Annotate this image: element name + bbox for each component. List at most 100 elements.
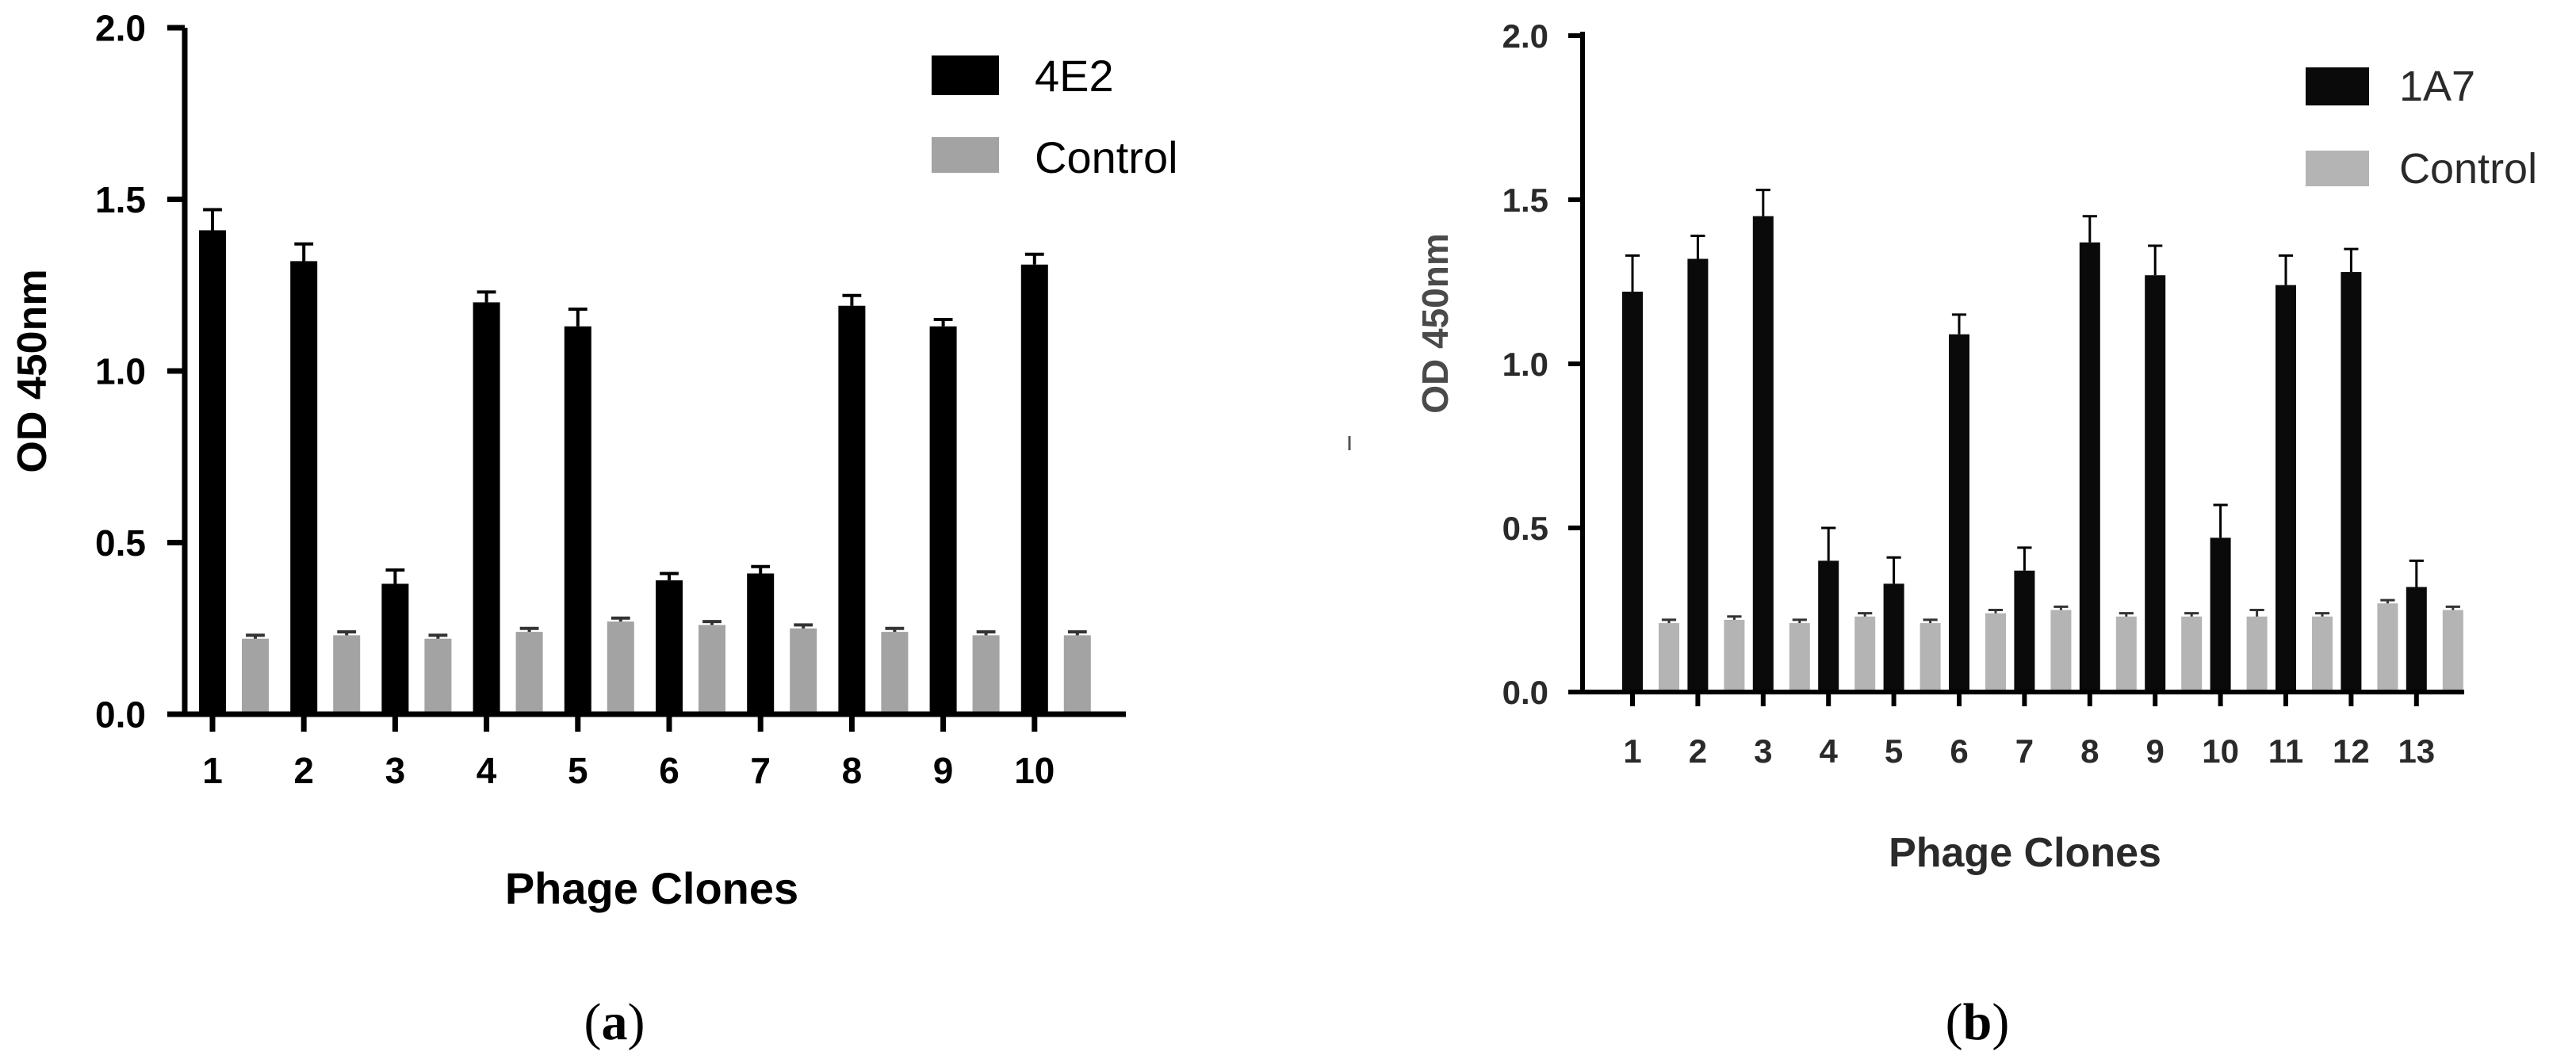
panel-a-x-axis-label: Phage Clones [505, 863, 798, 913]
panel-b-x-tick-label: 2 [1689, 732, 1707, 770]
panel-a-x-ticks: 1 2 3 4 5 6 7 8 9 10 [202, 714, 1055, 791]
panel-b-y-axis-label: OD 450nm [1414, 233, 1456, 414]
panel-a-x-tick-label: 2 [293, 750, 314, 791]
panel-a-bar-control [972, 635, 1000, 714]
panel-a-bar-sample [381, 583, 409, 714]
panel-a-y-tick-label: 0.0 [95, 694, 146, 736]
panel-a-caption-letter: a [602, 993, 628, 1051]
panel-a-bar-control [242, 638, 269, 714]
panel-b-bar-control [2115, 616, 2137, 692]
panel-a-bar-sample [1020, 264, 1048, 714]
panel-b-bar-control [1724, 619, 1745, 692]
panel-a-y-axis-label: OD 450nm [10, 269, 56, 472]
panel-a-bar-control [515, 632, 543, 714]
panel-a-x-tick-label: 3 [385, 750, 406, 791]
panel-b-x-tick-label: 3 [1754, 732, 1772, 770]
panel-b-x-tick-label: 6 [1950, 732, 1968, 770]
panel-b-bar-control [2181, 616, 2203, 692]
panel-b-y-tick-label: 2.0 [1502, 17, 1548, 55]
panel-b-x-axis-label: Phage Clones [1889, 830, 2161, 876]
panel-b-x-tick-label: 7 [2015, 732, 2034, 770]
panel-b-caption: (b) [1946, 993, 2010, 1051]
panel-a-y-tick-label: 0.5 [95, 522, 146, 564]
panel-a-caption: (a) [584, 993, 645, 1051]
panel-a-x-tick-label: 10 [1014, 750, 1055, 791]
panel-b-bar-control [2312, 616, 2333, 692]
panel-b-bar-control [1985, 613, 2006, 692]
panel-a-bar-sample [199, 230, 226, 715]
panel-a-chart: 0.0 0.5 1.0 1.5 2.0 1 2 3 4 5 6 7 8 9 10 OD 450nm Pha… [10, 8, 1178, 1051]
panel-b-bar-sample [2079, 242, 2100, 692]
panel-a-x-tick-label: 5 [568, 750, 588, 791]
panel-b-bar-sample [2014, 570, 2035, 692]
panel-b-x-tick-label: 1 [1623, 732, 1641, 770]
panel-a-y-tick-label: 1.0 [95, 351, 146, 392]
panel-b-bars [1622, 189, 2463, 693]
panel-b-caption-letter: b [1963, 993, 1992, 1051]
panel-b-bar-control [1920, 623, 1941, 692]
panel-b-y-tick-label: 1.0 [1502, 346, 1548, 383]
panel-b-bar-control [2246, 616, 2268, 692]
panel-a-x-tick-label: 1 [202, 750, 223, 791]
panel-b-legend-swatch-1A7 [2306, 67, 2369, 105]
panel-a-x-tick-label: 8 [842, 750, 863, 791]
panel-b-bar-control [2377, 603, 2398, 692]
panel-b-x-tick-label: 12 [2333, 732, 2370, 770]
panel-b-legend-label-1A7: 1A7 [2399, 63, 2475, 110]
panel-a-bar-control [424, 638, 452, 714]
panel-b-bar-sample [1687, 258, 1709, 692]
panel-a-bar-sample [290, 261, 318, 714]
panel-a-x-tick-label: 6 [659, 750, 679, 791]
panel-a-x-tick-label: 7 [750, 750, 771, 791]
panel-b-y-tick-label: 0.5 [1502, 510, 1548, 547]
panel-b-bar-sample [1818, 560, 1839, 692]
panel-b-legend-label-control: Control [2399, 145, 2537, 193]
panel-a-bar-sample [564, 326, 591, 714]
panel-b-x-tick-label: 10 [2202, 732, 2239, 770]
panel-b-chart: 0.00.51.01.52.0 1 2 3 4 5 6 7 8 9 10 11 12 13 OD 450… [1414, 17, 2537, 1051]
panel-b-bar-control [2050, 610, 2072, 692]
panel-a-bar-control [607, 621, 634, 714]
panel-b-legend-swatch-control [2306, 151, 2369, 186]
panel-a-bars [199, 208, 1091, 715]
panel-b-x-tick-label: 8 [2080, 732, 2099, 770]
panel-b-legend: 1A7 Control [2306, 63, 2537, 193]
panel-b-bar-control [1789, 623, 1810, 692]
panel-a-bar-control [881, 632, 909, 714]
panel-b-x-tick-label: 5 [1885, 732, 1903, 770]
panel-b-bar-control [1854, 616, 1876, 692]
panel-b-x-tick-label: 13 [2398, 732, 2435, 770]
panel-a-bar-control [699, 625, 725, 714]
panel-a-legend-label-4E2: 4E2 [1035, 51, 1114, 101]
panel-a-legend-swatch-4E2 [932, 55, 999, 95]
panel-b-y-tick-label: 0.0 [1502, 674, 1548, 711]
panel-b-bar-sample [2210, 537, 2231, 692]
panel-b-bar-sample [2276, 285, 2296, 692]
panel-b-bar-control [1659, 623, 1679, 692]
panel-b-bar-sample [1752, 216, 1774, 692]
panel-b-y-tick-label: 1.5 [1502, 182, 1548, 219]
panel-a-bar-sample [838, 305, 866, 715]
panel-b-bar-sample [2145, 275, 2166, 693]
panel-a-y-tick-label: 2.0 [95, 8, 146, 49]
panel-b-x-tick-label: 4 [1820, 732, 1839, 770]
panel-b-bar-sample [2406, 587, 2427, 692]
panel-b-bar-sample [1883, 583, 1904, 692]
panel-a-y-ticks: 0.0 0.5 1.0 1.5 2.0 [95, 8, 185, 736]
panel-b-bar-control [2442, 610, 2463, 692]
panel-b-bar-sample [2341, 272, 2362, 693]
panel-b-x-tick-label: 11 [2268, 732, 2303, 770]
panel-b-bar-sample [1949, 334, 1969, 692]
panel-a-bar-control [790, 628, 817, 714]
panel-a-x-tick-label: 4 [477, 750, 497, 791]
panel-a-bar-control [333, 635, 361, 714]
panel-a-bar-sample [929, 326, 957, 714]
panel-a-legend-label-control: Control [1035, 132, 1178, 182]
panel-a-bar-control [1063, 635, 1091, 714]
panel-a-bar-sample [473, 302, 500, 714]
panel-a-bar-sample [656, 580, 683, 714]
panel-b-y-ticks: 0.0 0.5 1.0 1.5 2.0 [1502, 17, 1583, 711]
panel-a-x-tick-label: 9 [933, 750, 954, 791]
panel-a-legend: 4E2 Control [932, 51, 1178, 182]
